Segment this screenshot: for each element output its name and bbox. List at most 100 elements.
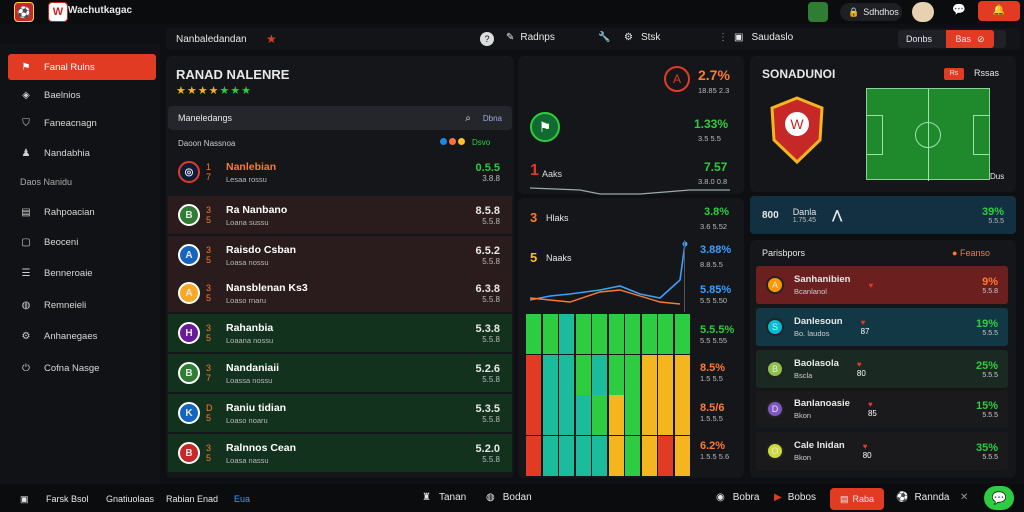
footer-icon[interactable]: ▣	[20, 494, 29, 504]
table-row[interactable]: B 3 5 Ralnnos Cean Loasa nassu 5.2.0 5.5.8	[168, 434, 512, 472]
rank-top: D	[206, 403, 213, 413]
sidebar-item-benneroaie[interactable]: ☰ Benneroaie	[8, 260, 156, 286]
heat-cell	[592, 395, 607, 435]
standings-search-input[interactable]: Maneledangs	[178, 113, 233, 123]
team-score: 5.2.0 5.5.8	[476, 443, 500, 464]
club-logo[interactable]: W	[48, 2, 68, 22]
nav-item-radnps[interactable]: ✎ Radnps	[506, 32, 555, 43]
sidebar-item-anhanegaes[interactable]: ⚙ Anhanegaes	[8, 323, 156, 349]
trophy-icon: ♜	[422, 492, 431, 503]
chat-bubble-icon[interactable]: 💬	[984, 486, 1014, 510]
score-main: 0.5.5	[475, 161, 500, 174]
footer-link-2[interactable]: Gnatiuolaas	[106, 494, 155, 504]
stat-row[interactable]: 800 Danla 1.75.45 ⋀ 39% 5.5.5	[750, 196, 1016, 234]
chart-marker-line	[684, 240, 685, 312]
participant-badge-icon: A	[766, 276, 784, 294]
footer-center-1[interactable]: ♜ Tanan	[422, 492, 466, 503]
row1-sub: 3.6 5.52	[700, 222, 728, 231]
team-name: Ra Nanbano	[226, 203, 288, 216]
sidebar-item-nandabhia[interactable]: ♟ Nandabhia	[8, 140, 156, 166]
notification-icon[interactable]: 🔔	[978, 1, 1020, 21]
sidebar-item-baelnios[interactable]: ◈ Baelnios	[8, 82, 156, 108]
participant-badge-icon: D	[766, 400, 784, 418]
calendar-icon: ▣	[734, 32, 744, 43]
participant-extra-value: 87	[860, 327, 870, 336]
search-icon[interactable]: ⌕	[465, 112, 471, 124]
team-info: Raisdo Csban Loasa nossu	[226, 244, 296, 267]
table-row[interactable]: K D 5 Raniu tidian Loaso noaru 5.3.5 5.5.8	[168, 394, 512, 432]
standings-search[interactable]: Maneledangs ⌕ Dbna	[168, 106, 512, 130]
help-icon[interactable]: ?	[480, 32, 494, 46]
sidebar-item-cofna-nasge[interactable]: ⏻ Cofna Nasge	[8, 355, 156, 381]
participant-sub: Bo. laudos	[794, 329, 830, 338]
user-menu[interactable]: 🔒 Sdhdhos	[840, 3, 902, 21]
stat-row-sub: 1.75.45	[792, 216, 817, 224]
sidebar-item-remneieli[interactable]: ◍ Remneieli	[8, 292, 156, 318]
nav-label: Saudaslo	[751, 32, 794, 43]
participant-value: 35%	[975, 441, 998, 454]
table-row[interactable]: H 3 5 Rahanbia Loaana nossu 5.3.8 5.5.8	[168, 314, 512, 352]
score-main: 6.3.8	[475, 282, 500, 295]
footer-link-3[interactable]: Rabian Enad	[166, 494, 219, 504]
footer-link-4[interactable]: Eua	[234, 494, 251, 504]
score-main: 5.2.6	[475, 362, 500, 375]
standings-search-action[interactable]: Dbna	[482, 113, 502, 123]
brand-logo[interactable]: ⚽	[14, 2, 34, 22]
heat-cell	[559, 354, 574, 395]
chat-icon[interactable]: 💬	[952, 4, 966, 16]
sidebar-item-beoceni[interactable]: ▢ Beoceni	[8, 229, 156, 255]
team-sub: Loassa nossu	[226, 375, 273, 385]
doc-icon: ▤	[21, 206, 31, 218]
heat-cell	[575, 314, 591, 354]
heat-column	[658, 314, 673, 476]
participant-row[interactable]: D Banlanoasie Bkon ♥ 85 15% 5.5.5	[756, 390, 1008, 428]
footer-right-2[interactable]: ▶ Bobos	[774, 492, 816, 503]
team-info: Nansblenan Ks3 Loaso rnaru	[226, 282, 308, 305]
heat-cell	[674, 435, 690, 476]
sidebar-item-label: Fanal Rulns	[44, 61, 95, 73]
avatar[interactable]	[912, 2, 934, 22]
footer-link-1[interactable]: Farsk Bsol	[46, 494, 89, 504]
team-info: Raniu tidian Loaso noaru	[226, 402, 286, 425]
heatmap-bars	[526, 314, 694, 476]
participant-row[interactable]: O Cale Inidan Bkon ♥ 80 35% 5.5.5	[756, 432, 1008, 470]
side-stat: 5.5.5% 5.5 5.55	[700, 324, 734, 345]
heat-cell	[608, 314, 624, 354]
rank-top: 3	[206, 443, 212, 453]
team-score: 5.2.6 5.5.8	[476, 363, 500, 384]
footer-center-2[interactable]: ◍ Bodan	[486, 492, 532, 503]
footer-primary-button[interactable]: ▤ Raba	[830, 488, 884, 510]
nav-item-stsk[interactable]: ⚙ Stsk	[624, 32, 660, 43]
search-input[interactable]: Donbs	[906, 34, 933, 44]
search-bar[interactable]: Donbs Bas ⊘	[898, 30, 1006, 48]
participants-action[interactable]: ● Feanso	[952, 248, 990, 258]
footer-right-4[interactable]: ⚽ Rannda	[896, 492, 949, 503]
table-row[interactable]: A 3 5 Raisdo Csban Loasa nossu 6.5.2 5.5.8	[168, 236, 512, 274]
sidebar-item-rahpoacian[interactable]: ▤ Rahpoacian	[8, 199, 156, 225]
club-badge-icon: H	[178, 322, 200, 344]
team-badge-icon[interactable]	[808, 2, 828, 22]
heat-cell	[608, 435, 624, 476]
sidebar-item-faneacnagn[interactable]: ⛉ Faneacnagn	[8, 110, 156, 136]
heart-icon: ♥	[867, 400, 873, 409]
participant-row[interactable]: A Sanhanibien Bcanlanol ♥ 9% 5.5.8	[756, 266, 1008, 304]
sidebar-item-fanal-rulns[interactable]: ⚑ Fanal Rulns	[8, 54, 156, 80]
star-icon[interactable]: ★	[266, 32, 277, 46]
table-row[interactable]: B 3 7 Nandaniaii Loassa nossu 5.2.6 5.5.8	[168, 354, 512, 392]
header-value: 2.7%	[698, 67, 730, 83]
nav-item-saudaslo[interactable]: ▣ Saudaslo	[734, 32, 793, 43]
rank-bottom: 5	[206, 215, 212, 225]
table-row[interactable]: B 3 5 Ra Nanbano Loana sussu 8.5.8 5.5.8	[168, 196, 512, 234]
footer-right-1[interactable]: ◉ Bobra	[716, 492, 759, 503]
lineup-title: SONADUNOI	[762, 67, 836, 81]
close-icon[interactable]: ✕	[960, 492, 969, 503]
search-button[interactable]: Bas ⊘	[946, 30, 994, 48]
table-row[interactable]: A 3 5 Nansblenan Ks3 Loaso rnaru 6.3.8 5.5.8	[168, 274, 512, 312]
participant-row[interactable]: S Danlesoun Bo. laudos ♥ 87 19% 5.5.5	[756, 308, 1008, 346]
heat-column	[592, 314, 607, 476]
wrench-icon[interactable]: 🔧	[598, 32, 611, 43]
row2-label: Naaks	[546, 253, 572, 263]
participant-row[interactable]: B Baolasola Bscla ♥ 80 25% 5.5.5	[756, 350, 1008, 388]
